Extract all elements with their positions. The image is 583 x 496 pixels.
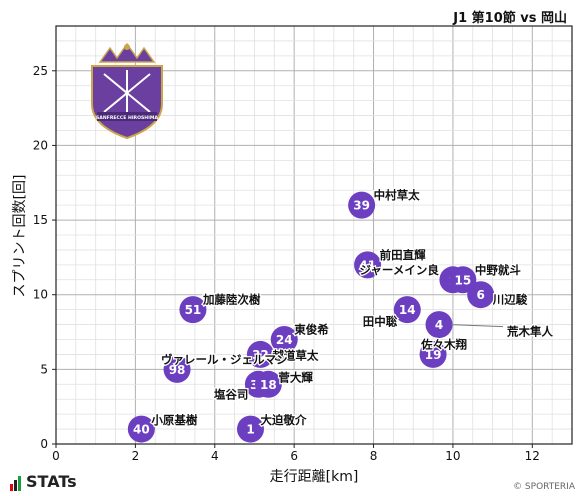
point-name-label: 荒木隼人 xyxy=(506,325,553,339)
crest-banner xyxy=(97,112,157,121)
y-tick-label: 25 xyxy=(33,64,48,78)
point-marker xyxy=(270,326,298,353)
point-name-label: 佐々木翔 xyxy=(420,337,467,351)
point-number: 19 xyxy=(425,348,442,362)
point-marker xyxy=(449,266,477,294)
x-tick-label: 10 xyxy=(445,449,460,463)
scatter-point: 41 前田直輝 xyxy=(354,247,427,279)
y-tick-label: 10 xyxy=(33,288,48,302)
point-number: 15 xyxy=(454,273,471,287)
point-name-label: 小原基樹 xyxy=(150,413,197,427)
scatter-point: 1 大迫敬介 xyxy=(236,412,308,443)
point-marker xyxy=(467,281,495,309)
crest-club-name: SANFRECCE HIROSHIMA xyxy=(96,115,158,121)
point-marker xyxy=(127,415,155,443)
point-number: 6 xyxy=(477,288,485,302)
point-number: 39 xyxy=(353,199,370,213)
point-number: 1 xyxy=(246,423,254,437)
x-tick-label: 8 xyxy=(370,449,378,463)
scatter-point: 32 越道草太 xyxy=(246,340,320,368)
point-number: 18 xyxy=(260,378,277,392)
scatter-point: 4 荒木隼人 xyxy=(425,311,555,340)
crest-crown xyxy=(98,42,156,63)
x-tick-label: 2 xyxy=(132,449,140,463)
point-number: 98 xyxy=(169,363,186,377)
plot-frame xyxy=(55,25,573,445)
point-name-label: 大迫敬介 xyxy=(260,413,306,427)
x-tick-label: 12 xyxy=(525,449,540,463)
point-name-label: 菅大輝 xyxy=(278,370,313,384)
y-tick-label: 15 xyxy=(33,213,48,227)
point-number: 4 xyxy=(435,318,443,332)
point-marker xyxy=(425,311,453,339)
label-leader-line xyxy=(451,324,504,328)
point-name-label: ジャーメイン良 xyxy=(359,263,439,277)
stats-label: STATs xyxy=(26,472,77,491)
point-marker xyxy=(179,296,207,324)
copyright-text: © SPORTERIA xyxy=(513,482,575,492)
point-name-label: 越道草太 xyxy=(271,348,318,362)
point-marker xyxy=(393,296,421,324)
point-marker xyxy=(419,340,447,368)
stats-brand: STATs xyxy=(10,472,77,491)
point-name-label: 前田直輝 xyxy=(380,248,426,262)
x-tick-label: 6 xyxy=(290,449,298,463)
point-name-label: 加藤陸次樹 xyxy=(202,293,261,307)
point-marker xyxy=(163,355,191,383)
point-number: 51 xyxy=(185,303,202,317)
y-tick-label: 20 xyxy=(33,138,48,152)
y-tick-label: 5 xyxy=(40,362,48,376)
point-number: 24 xyxy=(276,333,293,347)
scatter-point: 39 中村草太 xyxy=(348,187,421,219)
point-number: 40 xyxy=(133,423,150,437)
chart-title: J1 第10節 vs 岡山 xyxy=(453,11,567,26)
scatter-point: 15 中野就斗 xyxy=(449,262,523,294)
y-tick-label: 0 xyxy=(40,437,48,451)
point-number: 14 xyxy=(399,303,416,317)
x-axis-label: 走行距離[km] xyxy=(270,468,359,485)
point-number: 41 xyxy=(359,258,376,272)
club-crest-icon: SANFRECCE HIROSHIMA xyxy=(91,42,163,140)
stats-bars-icon xyxy=(10,472,22,491)
point-marker xyxy=(254,370,282,398)
point-name-label: 中村草太 xyxy=(374,188,420,202)
data-points: 39中村草太41前田直輝9ジャーメイン良15中野就斗6川辺駿14田中聡4荒木隼人… xyxy=(127,187,555,443)
point-marker xyxy=(354,251,382,279)
point-marker xyxy=(236,415,264,443)
crest-jewel xyxy=(124,44,130,50)
x-tick-label: 0 xyxy=(52,449,60,463)
point-name-label: 中野就斗 xyxy=(475,263,521,277)
scatter-point: 6 川辺駿 xyxy=(467,281,529,309)
point-name-label: 田中聡 xyxy=(363,315,398,329)
point-number: 32 xyxy=(252,348,269,362)
x-tick-label: 4 xyxy=(211,449,219,463)
point-name-label: 川辺駿 xyxy=(492,293,528,307)
y-axis-label: スプリント回数[回] xyxy=(12,175,28,298)
point-marker xyxy=(348,191,376,219)
point-name-label: 東俊希 xyxy=(294,323,329,337)
point-name-label: ヴァレール・ジェルマン xyxy=(161,352,287,366)
point-marker xyxy=(246,340,274,368)
point-name-label: 塩谷司 xyxy=(214,387,249,401)
